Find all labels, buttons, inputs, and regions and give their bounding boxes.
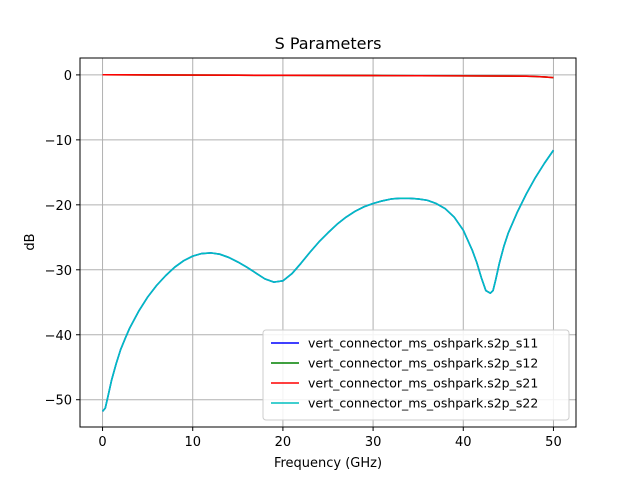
y-tick-label: −20 (45, 199, 72, 214)
legend-entry-label: vert_connector_ms_oshpark.s2p_s22 (308, 396, 538, 411)
y-tick-label: 0 (64, 69, 72, 84)
x-tick-label: 40 (455, 435, 472, 450)
legend: vert_connector_ms_oshpark.s2p_s11 vert_co… (262, 329, 570, 421)
series-lines (101, 73, 555, 412)
x-tick-label: 10 (184, 435, 201, 450)
series-line-s21 (102, 73, 554, 79)
x-axis-label: Frequency (GHz) (274, 456, 382, 471)
legend-entry-label: vert_connector_ms_oshpark.s2p_s12 (308, 356, 538, 371)
y-tick-label: −40 (45, 329, 72, 344)
legend-box (262, 329, 570, 421)
x-tick-label: 30 (365, 435, 382, 450)
x-tick-label: 0 (98, 435, 106, 450)
y-tick-label: −50 (45, 394, 72, 409)
chart-title: S Parameters (275, 34, 382, 53)
y-tick-label: −10 (45, 134, 72, 149)
legend-entry-label: vert_connector_ms_oshpark.s2p_s21 (308, 376, 538, 391)
series-line-s22 (101, 149, 555, 412)
y-axis-label: dB (23, 233, 38, 250)
x-tick-label: 20 (275, 435, 292, 450)
x-tick-label: 50 (545, 435, 562, 450)
plot-frame (79, 57, 577, 428)
y-tick-label: −30 (45, 264, 72, 279)
legend-entry-label: vert_connector_ms_oshpark.s2p_s11 (308, 336, 538, 351)
axis-ticks: 0 10 20 30 40 50 0 −10 −20 −30 −40 −50 (45, 69, 562, 450)
